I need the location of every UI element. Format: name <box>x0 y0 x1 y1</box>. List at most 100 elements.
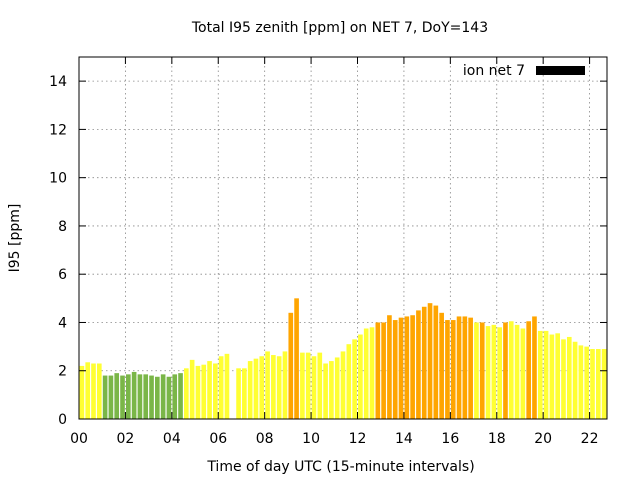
bar <box>595 349 601 419</box>
bar <box>305 352 311 419</box>
y-tick-label: 12 <box>49 122 67 138</box>
bar <box>392 320 398 419</box>
bar <box>421 306 427 419</box>
bar <box>526 321 531 419</box>
x-tick-label: 00 <box>70 431 88 447</box>
x-tick-label: 02 <box>117 431 135 447</box>
x-tick-label: 20 <box>534 431 552 447</box>
bar <box>561 339 566 419</box>
bar <box>578 345 584 419</box>
x-tick-label: 22 <box>581 431 599 447</box>
bar <box>363 328 369 419</box>
bar <box>120 375 125 419</box>
x-axis-label: Time of day UTC (15-minute intervals) <box>206 459 474 475</box>
bar <box>184 368 189 419</box>
bar <box>155 376 160 419</box>
bar <box>450 320 456 419</box>
bar <box>398 317 404 419</box>
y-axis-label: I95 [ppm] <box>7 204 23 273</box>
x-tick-label: 06 <box>209 431 227 447</box>
bar <box>247 361 253 419</box>
axis-ticks <box>78 57 607 420</box>
bar <box>404 316 410 419</box>
bar <box>102 375 108 419</box>
bar <box>601 349 607 419</box>
bar <box>242 368 247 419</box>
x-tick-label: 04 <box>163 431 181 447</box>
bar <box>497 327 502 419</box>
bar <box>189 359 195 419</box>
bar <box>276 356 282 419</box>
bar <box>456 316 462 419</box>
y-tick-label: 0 <box>58 412 67 428</box>
bar <box>381 322 386 419</box>
y-tick-label: 4 <box>58 315 67 331</box>
bar <box>329 361 334 419</box>
bar <box>160 374 166 419</box>
bar <box>532 316 537 419</box>
bar <box>85 362 91 419</box>
bar <box>520 328 526 419</box>
bar <box>166 376 172 419</box>
bar <box>91 363 96 419</box>
bar <box>271 355 276 419</box>
bar <box>433 305 439 419</box>
bar <box>131 371 137 419</box>
x-tick-label: 18 <box>488 431 506 447</box>
bar <box>537 330 543 419</box>
bar <box>108 375 114 419</box>
bar <box>207 361 212 419</box>
x-tick-label: 16 <box>441 431 459 447</box>
bar <box>195 365 201 419</box>
bar <box>543 330 549 419</box>
bar <box>300 352 305 419</box>
y-tick-label: 14 <box>49 74 67 90</box>
bar <box>96 363 102 419</box>
x-tick-label: 08 <box>256 431 274 447</box>
bar <box>474 322 479 419</box>
bar <box>387 315 392 419</box>
bar <box>282 351 288 419</box>
bar <box>236 368 241 419</box>
y-tick-label: 6 <box>58 267 67 283</box>
bar <box>549 334 555 419</box>
legend: ion net 7 <box>463 63 585 79</box>
bar <box>369 327 375 419</box>
bar <box>294 298 299 419</box>
bar <box>224 353 230 419</box>
bar <box>416 310 421 419</box>
x-tick-label: 14 <box>395 431 413 447</box>
bar <box>468 317 473 419</box>
bar <box>410 315 415 419</box>
bar <box>201 364 207 419</box>
x-tick-label: 12 <box>349 431 367 447</box>
bar <box>514 324 520 419</box>
bars <box>79 298 607 419</box>
bar <box>439 312 444 419</box>
bar <box>149 375 154 419</box>
bar <box>311 356 317 419</box>
bar <box>323 363 328 419</box>
y-tick-label: 2 <box>58 364 67 380</box>
bar <box>375 322 381 419</box>
bar <box>265 351 270 419</box>
bar <box>346 344 352 419</box>
bar <box>427 303 433 419</box>
bar <box>566 336 572 419</box>
bar <box>218 356 224 419</box>
bar <box>340 351 346 419</box>
bar <box>445 320 450 419</box>
bar <box>143 374 149 419</box>
bar <box>137 374 143 419</box>
bar <box>508 321 514 419</box>
bar <box>259 356 265 419</box>
bar <box>334 357 340 419</box>
legend-label: ion net 7 <box>463 63 525 79</box>
bar <box>125 374 131 419</box>
legend-swatch <box>536 66 585 75</box>
grid <box>79 57 607 419</box>
bar <box>572 341 578 419</box>
bar <box>178 373 183 419</box>
bar <box>462 316 468 419</box>
